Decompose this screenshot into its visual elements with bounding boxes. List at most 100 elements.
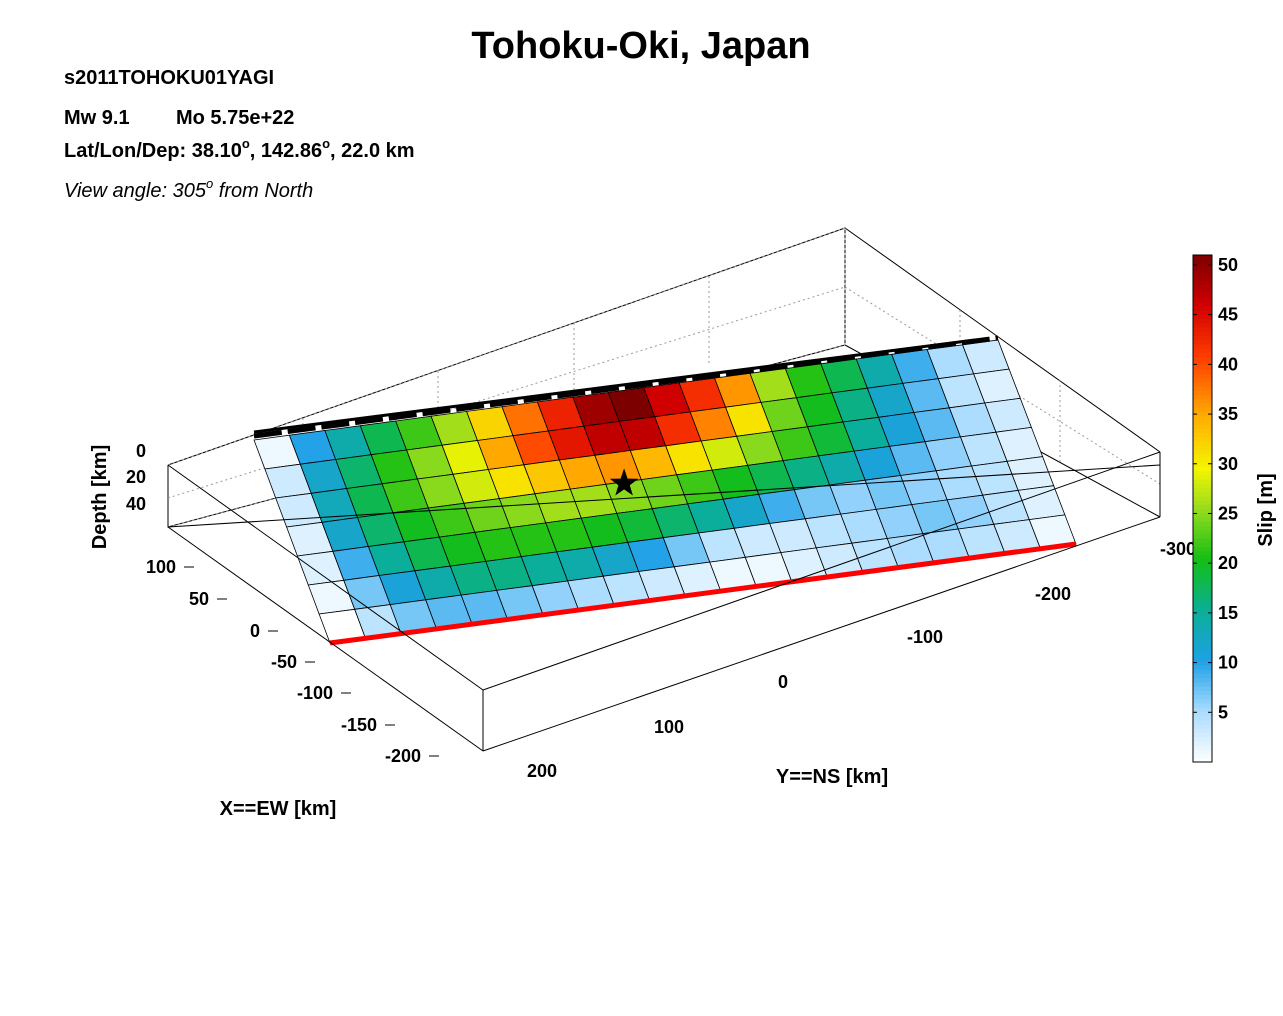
box-back-top-right: [844, 227, 1161, 453]
colorbar-segment: [1193, 436, 1212, 442]
slip-patches: [253, 339, 1077, 644]
colorbar-segment: [1193, 331, 1212, 336]
colorbar-segment: [1193, 605, 1212, 611]
colorbar-segment: [1193, 736, 1212, 742]
box-front-left: [167, 526, 484, 752]
colorbar-segment: [1193, 267, 1212, 273]
colorbar-segment: [1193, 381, 1212, 387]
z-tick-label: 40: [126, 494, 146, 514]
colorbar-segment: [1193, 263, 1212, 269]
colorbar-segment: [1193, 339, 1212, 345]
y-tick-label: 0: [778, 672, 788, 692]
location-line: Lat/Lon/Dep: 38.10o, 142.86o, 22.0 km: [64, 136, 415, 162]
z-tick-label: 20: [126, 467, 146, 487]
colorbar-segment: [1193, 352, 1212, 358]
colorbar: 5 10 15 20 25 30 35 40 45 50: [1192, 254, 1238, 763]
plot-box-front: [167, 451, 1161, 752]
colorbar-segment: [1193, 740, 1212, 746]
colorbar-tick-label: 15: [1218, 603, 1238, 623]
colorbar-segment: [1193, 297, 1212, 303]
colorbar-segment: [1193, 529, 1212, 535]
colorbar-segment: [1193, 685, 1212, 691]
colorbar-segment: [1193, 259, 1212, 265]
event-id: s2011TOHOKU01YAGI: [64, 67, 274, 89]
colorbar-segment: [1193, 356, 1212, 362]
box-front-top-right: [482, 451, 1161, 691]
colorbar-segment: [1193, 516, 1212, 522]
colorbar-segment: [1193, 643, 1212, 649]
colorbar-segment: [1193, 719, 1212, 725]
colorbar-segment: [1193, 309, 1212, 315]
colorbar-segment: [1193, 394, 1212, 400]
box-front-top-left: [167, 464, 484, 691]
lat-value: 38.10: [192, 140, 242, 162]
x-tick-label: -150: [341, 715, 377, 735]
colorbar-segment: [1193, 673, 1212, 679]
colorbar-segment: [1193, 462, 1212, 467]
colorbar-segment: [1193, 474, 1212, 480]
colorbar-segment: [1193, 512, 1212, 518]
x-tick-label: -50: [271, 652, 297, 672]
colorbar-segment: [1193, 377, 1212, 383]
colorbar-segment: [1193, 554, 1212, 560]
colorbar-segment: [1193, 407, 1212, 412]
colorbar-frame: [1192, 254, 1213, 763]
colorbar-segment: [1193, 445, 1212, 450]
colorbar-segment: [1193, 732, 1212, 738]
box-diagonal: [167, 464, 1161, 528]
lon-value: 142.86: [261, 140, 322, 162]
colorbar-segment: [1193, 478, 1212, 484]
colorbar-segment: [1193, 542, 1212, 548]
colorbar-segment: [1193, 504, 1212, 510]
colorbar-segment: [1193, 402, 1212, 408]
colorbar-segment: [1193, 271, 1212, 277]
colorbar-segment: [1193, 398, 1212, 404]
colorbar-segment: [1193, 432, 1212, 438]
colorbar-segment: [1193, 457, 1212, 463]
colorbar-segment: [1193, 681, 1212, 687]
colorbar-tick-label: 5: [1218, 702, 1228, 722]
colorbar-segment: [1193, 293, 1212, 298]
z-axis-label: Depth [km]: [89, 445, 111, 549]
colorbar-segment: [1193, 440, 1212, 446]
colorbar-segment: [1193, 487, 1212, 493]
colorbar-segment: [1193, 483, 1212, 488]
colorbar-segment: [1193, 449, 1212, 455]
colorbar-segment: [1193, 571, 1212, 577]
colorbar-segment: [1193, 609, 1212, 615]
colorbar-segment: [1193, 677, 1212, 683]
y-tick-label: -100: [907, 627, 943, 647]
colorbar-tick-label: 45: [1218, 305, 1238, 325]
depth-value: 22.0 km: [341, 140, 414, 162]
x-tick-label: -200: [385, 746, 421, 766]
colorbar-segment: [1193, 588, 1212, 594]
colorbar-segment: [1193, 415, 1212, 421]
colorbar-segment: [1193, 364, 1212, 370]
colorbar-segment: [1193, 597, 1212, 603]
colorbar-segment: [1193, 428, 1212, 434]
colorbar-segment: [1193, 255, 1212, 260]
colorbar-segment: [1193, 635, 1212, 641]
colorbar-tick-label: 25: [1218, 503, 1238, 523]
colorbar-segment: [1193, 698, 1212, 704]
colorbar-segment: [1193, 614, 1212, 619]
colorbar-segment: [1193, 664, 1212, 670]
colorbar-segment: [1193, 656, 1212, 662]
colorbar-segment: [1193, 419, 1212, 425]
colorbar-segment: [1193, 593, 1212, 598]
colorbar-segment: [1193, 601, 1212, 607]
colorbar-segment: [1193, 470, 1212, 476]
colorbar-segment: [1193, 563, 1212, 569]
colorbar-segment: [1193, 276, 1212, 281]
colorbar-segment: [1193, 647, 1212, 653]
z-tick-label: 0: [136, 441, 146, 461]
colorbar-segment: [1193, 694, 1212, 700]
colorbar-segment: [1193, 757, 1212, 763]
colorbar-segment: [1193, 753, 1212, 759]
colorbar-segment: [1193, 495, 1212, 501]
colorbar-segment: [1193, 491, 1212, 497]
colorbar-segment: [1193, 335, 1212, 341]
magnitude-mo: Mo 5.75e+22: [176, 107, 294, 129]
trench-line-top: [253, 338, 976, 434]
